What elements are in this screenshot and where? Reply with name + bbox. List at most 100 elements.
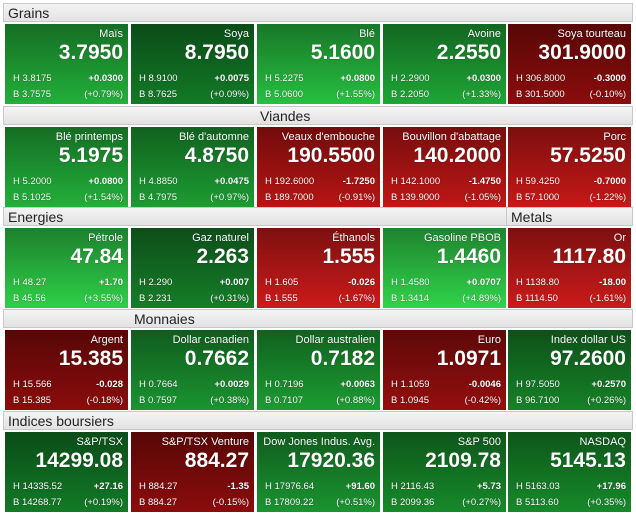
quote-tile[interactable]: S&P/TSX 14299.08 H 14335.52 +27.16 B 14268.7… xyxy=(5,432,128,512)
quote-tile[interactable]: Avoine 2.2550 H 2.2900 +0.0300 B 2.2050 (+1.3… xyxy=(383,24,506,104)
percent-change: (+0.26%) xyxy=(587,395,626,406)
low-price: B 17809.22 xyxy=(265,497,314,508)
price-change: +0.0475 xyxy=(214,176,249,187)
price-change: +27.16 xyxy=(93,481,123,492)
quote-tile[interactable]: S&P 500 2109.78 H 2116.43 +5.73 B 2099.36 (+0… xyxy=(383,432,506,512)
quote-tile[interactable]: Blé d'automne 4.8750 H 4.8850 +0.0475 B 4.79… xyxy=(131,127,254,207)
percent-change: (+0.09%) xyxy=(210,89,249,100)
quote-tile[interactable]: Gasoline PBOB 1.4460 H 1.4580 +0.0707 B 1.34… xyxy=(383,228,506,308)
instrument-name: Soya tourteau xyxy=(557,28,627,40)
instrument-name: Blé printemps xyxy=(55,131,123,143)
instrument-name: Soya xyxy=(223,28,249,40)
low-price: B 301.5000 xyxy=(516,89,565,100)
percent-change: (+4.89%) xyxy=(462,293,501,304)
last-price: 1.4460 xyxy=(436,245,501,268)
percent-change: (-1.05%) xyxy=(464,192,501,203)
quote-tile[interactable]: Dollar canadien 0.7662 H 0.7664 +0.0029 B 0.… xyxy=(131,330,254,410)
low-price: B 1.0945 xyxy=(391,395,430,406)
price-change: +0.007 xyxy=(219,277,249,288)
price-change: +0.0707 xyxy=(466,277,501,288)
percent-change: (+0.79%) xyxy=(84,89,123,100)
quote-tile[interactable]: Soya 8.7950 H 8.9100 +0.0075 B 8.7625 (+0.09%… xyxy=(131,24,254,104)
price-change: -0.028 xyxy=(96,379,123,390)
quote-tile[interactable]: Bouvillon d'abattage 140.2000 H 142.1000 -1… xyxy=(383,127,506,207)
percent-change: (-0.42%) xyxy=(464,395,501,406)
instrument-name: Gaz naturel xyxy=(192,232,249,244)
quote-tile[interactable]: Éthanols 1.555 H 1.605 -0.026 B 1.555 (-1.67%… xyxy=(257,228,380,308)
percent-change: (+0.19%) xyxy=(84,497,123,508)
percent-change: (+0.88%) xyxy=(336,395,375,406)
last-price: 2109.78 xyxy=(425,449,501,472)
low-price: B 57.1000 xyxy=(516,192,560,203)
price-change: +0.0800 xyxy=(340,73,375,84)
low-price: B 884.27 xyxy=(139,497,178,508)
instrument-name: Maïs xyxy=(99,28,123,40)
price-change: +91.60 xyxy=(345,481,375,492)
instrument-name: Or xyxy=(613,232,626,244)
last-price: 5.1975 xyxy=(58,144,123,167)
quote-tile[interactable]: Dollar australien 0.7182 H 0.7196 +0.0063 B … xyxy=(257,330,380,410)
instrument-name: Blé xyxy=(359,28,375,40)
instrument-name: Index dollar US xyxy=(550,334,626,346)
quote-tile[interactable]: NASDAQ 5145.13 H 5163.03 +17.96 B 5113.60 (+0… xyxy=(508,432,631,512)
section-title: Energies xyxy=(8,209,64,225)
quote-tile[interactable]: Argent 15.385 H 15.566 -0.028 B 15.385 (-0.18… xyxy=(5,330,128,410)
quote-tile[interactable]: Pétrole 47.84 H 48.27 +1.70 B 45.56 (+3.55%) xyxy=(5,228,128,308)
percent-change: (-0.18%) xyxy=(86,395,123,406)
low-price: B 3.7575 xyxy=(13,89,52,100)
price-change: -18.00 xyxy=(599,277,626,288)
quote-tile[interactable]: Or 1117.80 H 1138.80 -18.00 B 1114.50 (-1.61%… xyxy=(508,228,631,308)
quote-tile[interactable]: Blé 5.1600 H 5.2275 +0.0800 B 5.0600 (+1.55%) xyxy=(257,24,380,104)
section-header: Indices boursiers xyxy=(3,411,633,430)
price-change: +0.0300 xyxy=(466,73,501,84)
quote-tile[interactable]: Dow Jones Indus. Avg. 17920.36 H 17976.64 +… xyxy=(257,432,380,512)
high-price: H 2.2900 xyxy=(391,73,430,84)
price-change: -0.7000 xyxy=(593,176,626,187)
quote-tile[interactable]: Soya tourteau 301.9000 H 306.8000 -0.3000 B … xyxy=(508,24,631,104)
quote-tile[interactable]: Veaux d'embouche 190.5500 H 192.6000 -1.725… xyxy=(257,127,380,207)
high-price: H 0.7196 xyxy=(265,379,304,390)
section-title: Indices boursiers xyxy=(8,413,114,429)
last-price: 14299.08 xyxy=(35,449,123,472)
last-price: 3.7950 xyxy=(58,41,123,64)
instrument-name: Euro xyxy=(477,334,501,346)
last-price: 301.9000 xyxy=(538,41,626,64)
low-price: B 14268.77 xyxy=(13,497,62,508)
last-price: 1117.80 xyxy=(552,245,626,268)
last-price: 4.8750 xyxy=(184,144,249,167)
price-change: -0.026 xyxy=(348,277,375,288)
high-price: H 97.5050 xyxy=(516,379,560,390)
section-title: Grains xyxy=(8,5,50,21)
quote-tile[interactable]: S&P/TSX Venture 884.27 H 884.27 -1.35 B 884.… xyxy=(131,432,254,512)
last-price: 5.1600 xyxy=(310,41,375,64)
section-title: Monnaies xyxy=(134,311,195,327)
quote-tile[interactable]: Euro 1.0971 H 1.1059 -0.0046 B 1.0945 (-0.42%… xyxy=(383,330,506,410)
quote-tile[interactable]: Porc 57.5250 H 59.4250 -0.7000 B 57.1000 (-1.… xyxy=(508,127,631,207)
instrument-name: Dow Jones Indus. Avg. xyxy=(263,436,375,448)
high-price: H 15.566 xyxy=(13,379,52,390)
last-price: 140.2000 xyxy=(413,144,501,167)
price-change: +0.0075 xyxy=(214,73,249,84)
percent-change: (-0.91%) xyxy=(338,192,375,203)
quote-tile[interactable]: Maïs 3.7950 H 3.8175 +0.0300 B 3.7575 (+0.79%… xyxy=(5,24,128,104)
instrument-name: Veaux d'embouche xyxy=(281,131,375,143)
quote-tile[interactable]: Gaz naturel 2.263 H 2.290 +0.007 B 2.231 (+0.… xyxy=(131,228,254,308)
low-price: B 45.56 xyxy=(13,293,46,304)
percent-change: (+0.27%) xyxy=(462,497,501,508)
low-price: B 189.7000 xyxy=(265,192,314,203)
low-price: B 2099.36 xyxy=(391,497,435,508)
instrument-name: Argent xyxy=(90,334,123,346)
low-price: B 5.1025 xyxy=(13,192,52,203)
section-title: Metals xyxy=(511,209,553,225)
quote-tile[interactable]: Blé printemps 5.1975 H 5.2000 +0.0800 B 5.10… xyxy=(5,127,128,207)
percent-change: (+0.31%) xyxy=(210,293,249,304)
high-price: H 2116.43 xyxy=(391,481,435,492)
quote-tile[interactable]: Index dollar US 97.2600 H 97.5050 +0.2570 B … xyxy=(508,330,631,410)
price-change: -0.0046 xyxy=(468,379,501,390)
low-price: B 139.9000 xyxy=(391,192,440,203)
price-change: +0.0300 xyxy=(88,73,123,84)
high-price: H 192.6000 xyxy=(265,176,315,187)
instrument-name: Pétrole xyxy=(88,232,123,244)
price-change: +0.2570 xyxy=(591,379,626,390)
instrument-name: Blé d'automne xyxy=(179,131,249,143)
